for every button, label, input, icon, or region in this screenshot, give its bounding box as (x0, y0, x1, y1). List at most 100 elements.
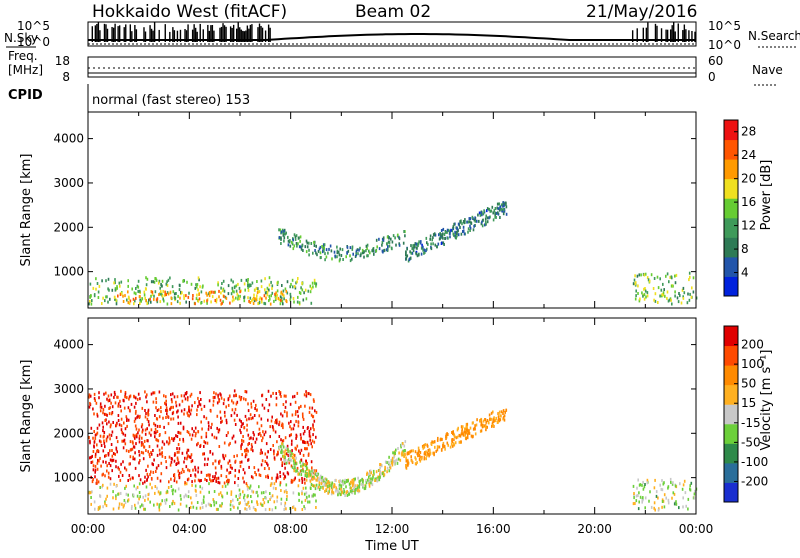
velocity-cell (141, 503, 143, 507)
velocity-cell (235, 393, 237, 397)
power-cell (105, 279, 107, 283)
power-cell (492, 211, 494, 215)
velocity-cell (214, 395, 216, 399)
power-cell (469, 217, 472, 221)
velocity-cell (338, 479, 340, 483)
power-cell (686, 301, 689, 305)
power-cell (643, 297, 646, 301)
velocity-cell (657, 496, 659, 500)
velocity-cell (229, 507, 232, 511)
power-cell (239, 294, 241, 298)
velocity-cell (208, 474, 211, 478)
velocity-cell (331, 486, 333, 490)
velocity-cell (671, 482, 674, 486)
velocity-cell (96, 426, 99, 430)
velocity-cell (188, 405, 190, 409)
velocity-cell (678, 506, 680, 510)
velocity-cell (154, 414, 156, 417)
velocity-cell (94, 433, 97, 437)
velocity-cell (121, 431, 123, 434)
power-cell (214, 290, 216, 294)
velocity-cell (269, 425, 271, 429)
velocity-cell (144, 475, 146, 479)
velocity-cell (365, 478, 367, 482)
velocity-cell (178, 473, 180, 477)
power-cell (214, 299, 217, 302)
power-cell (382, 236, 385, 240)
velocity-cell (230, 490, 233, 494)
velocity-cell (205, 431, 208, 435)
velocity-cell (661, 500, 664, 503)
velocity-cell (462, 425, 464, 429)
velocity-cell (423, 452, 426, 456)
power-cell (271, 287, 273, 291)
power-cell (153, 294, 155, 298)
velocity-cell (693, 496, 696, 500)
velocity-cell (404, 449, 406, 453)
velocity-cell (102, 429, 104, 433)
velocity-cell (267, 409, 270, 413)
velocity-cell (693, 492, 696, 496)
velocity-cell (284, 501, 287, 505)
velocity-cell (311, 439, 314, 443)
power-cell (313, 278, 316, 282)
power-cell (417, 244, 419, 248)
velocity-cell (442, 441, 445, 445)
power-cell (223, 289, 226, 293)
velocity-cell (294, 446, 297, 450)
velocity-cell (284, 474, 286, 478)
velocity-cell (157, 464, 160, 468)
velocity-cell (637, 494, 639, 497)
velocity-cell (121, 439, 123, 443)
velocity-cell (180, 394, 183, 398)
velocity-cell (667, 498, 670, 502)
power-cell (417, 242, 420, 246)
power-cell (456, 227, 458, 231)
velocity-cell (309, 435, 312, 439)
velocity-cell (295, 433, 298, 437)
velocity-cell (291, 413, 294, 417)
velocity-cell (242, 435, 244, 438)
power-cell (238, 297, 241, 301)
velocity-cell (209, 503, 211, 507)
velocity-cell (283, 394, 286, 398)
velocity-cell (290, 454, 292, 458)
velocity-cell (276, 418, 278, 422)
velocity-cell (148, 431, 151, 435)
power-cell (349, 259, 352, 263)
freq-label-1: Freq. (8, 49, 38, 63)
velocity-cell (305, 478, 308, 482)
power-cell (373, 252, 375, 256)
velocity-cell (178, 447, 181, 451)
velocity-cell (231, 408, 234, 412)
velocity-cell (302, 461, 304, 465)
velocity-cell (492, 418, 494, 422)
velocity-cell (435, 449, 437, 453)
power-cell (449, 231, 451, 235)
velocity-cell (385, 460, 388, 464)
velocity-cell (121, 502, 123, 506)
power-cell (391, 247, 393, 251)
velocity-cell (248, 505, 251, 509)
velocity-cell (356, 486, 359, 490)
power-cell (208, 294, 211, 298)
power-cell (140, 299, 142, 303)
power-cell (266, 286, 269, 290)
nsearch-tick-top: 10^5 (708, 19, 741, 33)
velocity-cell (464, 427, 466, 431)
power-cell (664, 294, 666, 298)
power-cell (237, 282, 239, 286)
power-cell (298, 291, 301, 294)
date-title: 21/May/2016 (586, 2, 698, 22)
velocity-cell (307, 500, 309, 504)
velocity-cell (303, 492, 306, 496)
velocity-cell (352, 488, 355, 492)
velocity-cell (247, 500, 250, 504)
velocity-cell (157, 439, 160, 443)
power-cell (292, 297, 295, 300)
velocity-cell (265, 398, 268, 401)
velocity-cell (405, 465, 407, 469)
velocity-cell (223, 410, 226, 414)
velocity-cell (138, 497, 140, 501)
velocity-cell (313, 484, 316, 488)
